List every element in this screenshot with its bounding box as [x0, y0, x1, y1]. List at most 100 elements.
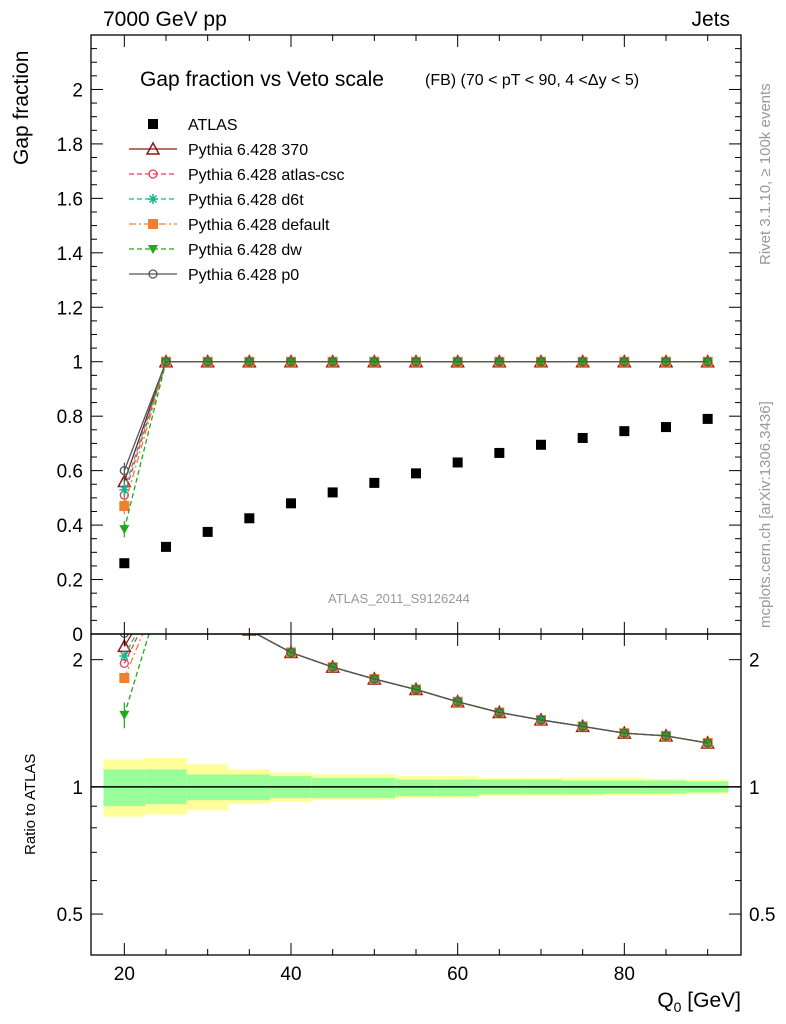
atlas-point	[327, 487, 338, 498]
energy-label: 7000 GeV pp	[103, 8, 227, 31]
ratio-point	[162, 574, 170, 582]
rivet-note: Rivet 3.1.10, ≥ 100k events	[757, 83, 774, 265]
atlas-point	[161, 541, 171, 552]
series-line	[123, 361, 708, 471]
category-label: Jets	[691, 8, 730, 31]
legend-label: Pythia 6.428 dw	[188, 242, 302, 259]
ratio-point	[160, 572, 172, 583]
data-point	[494, 357, 504, 367]
y-tick-label: 1.4	[57, 244, 84, 265]
legend-marker	[148, 119, 158, 129]
ratio-point	[161, 573, 171, 583]
atlas-point	[244, 513, 255, 524]
data-point	[203, 357, 213, 367]
y-tick-label: 0.8	[57, 407, 83, 428]
legend-label: Pythia 6.428 atlas-csc	[188, 167, 345, 184]
atlas-point	[119, 558, 130, 569]
legend-marker	[148, 169, 158, 179]
data-point	[411, 357, 421, 367]
ratio-point	[161, 574, 171, 583]
ratio-point	[119, 651, 130, 662]
data-point	[119, 501, 130, 512]
data-point	[661, 357, 671, 367]
legend-label: Pythia 6.428 370	[188, 142, 308, 159]
data-point	[244, 357, 254, 367]
ratio-point	[661, 731, 671, 741]
data-point	[119, 525, 130, 535]
ratio-point	[203, 602, 213, 612]
ratio-y-tick-label: 1	[72, 778, 83, 799]
atlas-point	[619, 426, 630, 437]
ratio-line	[255, 634, 708, 744]
data-point	[703, 357, 713, 367]
ratio-point	[702, 738, 713, 748]
x-tick-label: 20	[114, 964, 135, 985]
ratio-point	[286, 647, 296, 658]
legend-marker	[145, 141, 161, 155]
atlas-point	[702, 413, 713, 424]
ratio-bands	[91, 758, 741, 817]
ratio-point	[494, 707, 504, 718]
atlas-point	[202, 526, 213, 537]
y-tick-label: 0.6	[57, 462, 83, 483]
ratio-y-tick-label: 2	[72, 651, 83, 672]
ratio-point	[536, 715, 546, 725]
atlas-point	[286, 498, 296, 509]
data-point	[453, 357, 463, 367]
band-inner	[395, 779, 437, 797]
x-axis-label: Q0 [GeV]	[657, 989, 741, 1015]
ratio-point	[119, 672, 130, 683]
legend-label: Pythia 6.428 default	[188, 217, 330, 234]
atlas-point	[369, 477, 380, 488]
data-point	[536, 357, 546, 367]
ratio-point	[161, 573, 171, 583]
y-tick-label: 0.2	[57, 571, 83, 592]
x-tick-label: 60	[447, 964, 468, 985]
legend-label: ATLAS	[188, 117, 238, 134]
y-tick-label: 1	[72, 353, 83, 374]
legend-label: Pythia 6.428 p0	[188, 267, 299, 284]
legend-marker	[148, 194, 158, 204]
ratio-y-tick-label-right: 0.5	[749, 905, 775, 926]
ratio-y-tick-label: 0.5	[57, 905, 83, 926]
ticks: 0 0.2 0.4 0.6 0.8 1 1.2 1.4 1.6 1.8 2 0.5 0.5 1 1 2 2 20 4…	[57, 34, 775, 985]
legend: ATLAS Pythia 6.428 370 Pythia 6.428 atlas-…	[129, 117, 345, 284]
atlas-point	[661, 422, 671, 433]
ratio-point	[203, 602, 213, 612]
chart-title: Gap fraction vs Veto scale	[140, 68, 384, 91]
x-tick-label: 80	[614, 964, 635, 985]
atlas-point	[452, 457, 463, 468]
ratio-y-tick-label-right: 1	[749, 778, 760, 799]
data-point	[286, 357, 296, 367]
data-point	[369, 357, 379, 367]
data-point	[119, 484, 130, 495]
band-inner	[436, 779, 479, 797]
series-line	[123, 361, 708, 482]
y-tick-label: 1.8	[57, 135, 83, 156]
atlas-point	[536, 439, 546, 450]
y-tick-label: 0	[72, 625, 83, 646]
data-point	[619, 357, 629, 367]
analysis-id: ATLAS_2011_S9126244	[328, 591, 470, 606]
legend-marker	[148, 219, 158, 229]
y-tick-label: 1.2	[57, 298, 83, 319]
series-line	[123, 361, 708, 530]
y-tick-label: 1.6	[57, 189, 83, 210]
ratio-y-tick-label-right: 2	[749, 651, 760, 672]
x-tick-label: 40	[280, 964, 301, 985]
ratio-point	[369, 674, 379, 684]
ratio-point	[411, 684, 421, 695]
atlas-point	[411, 468, 421, 479]
atlas-point	[494, 447, 505, 458]
source-note: mcplots.cern.ch [arXiv:1306.3436]	[757, 401, 774, 628]
legend-label: Pythia 6.428 d6t	[188, 192, 304, 209]
band-inner	[311, 777, 354, 799]
ratio-point	[203, 603, 213, 612]
ratio-point	[453, 697, 463, 707]
ratio-point	[204, 603, 212, 611]
legend-marker	[148, 245, 158, 254]
y-axis-label-ratio: Ratio to ATLAS	[22, 753, 39, 855]
y-tick-label: 0.4	[57, 516, 84, 537]
data-point	[328, 357, 338, 367]
